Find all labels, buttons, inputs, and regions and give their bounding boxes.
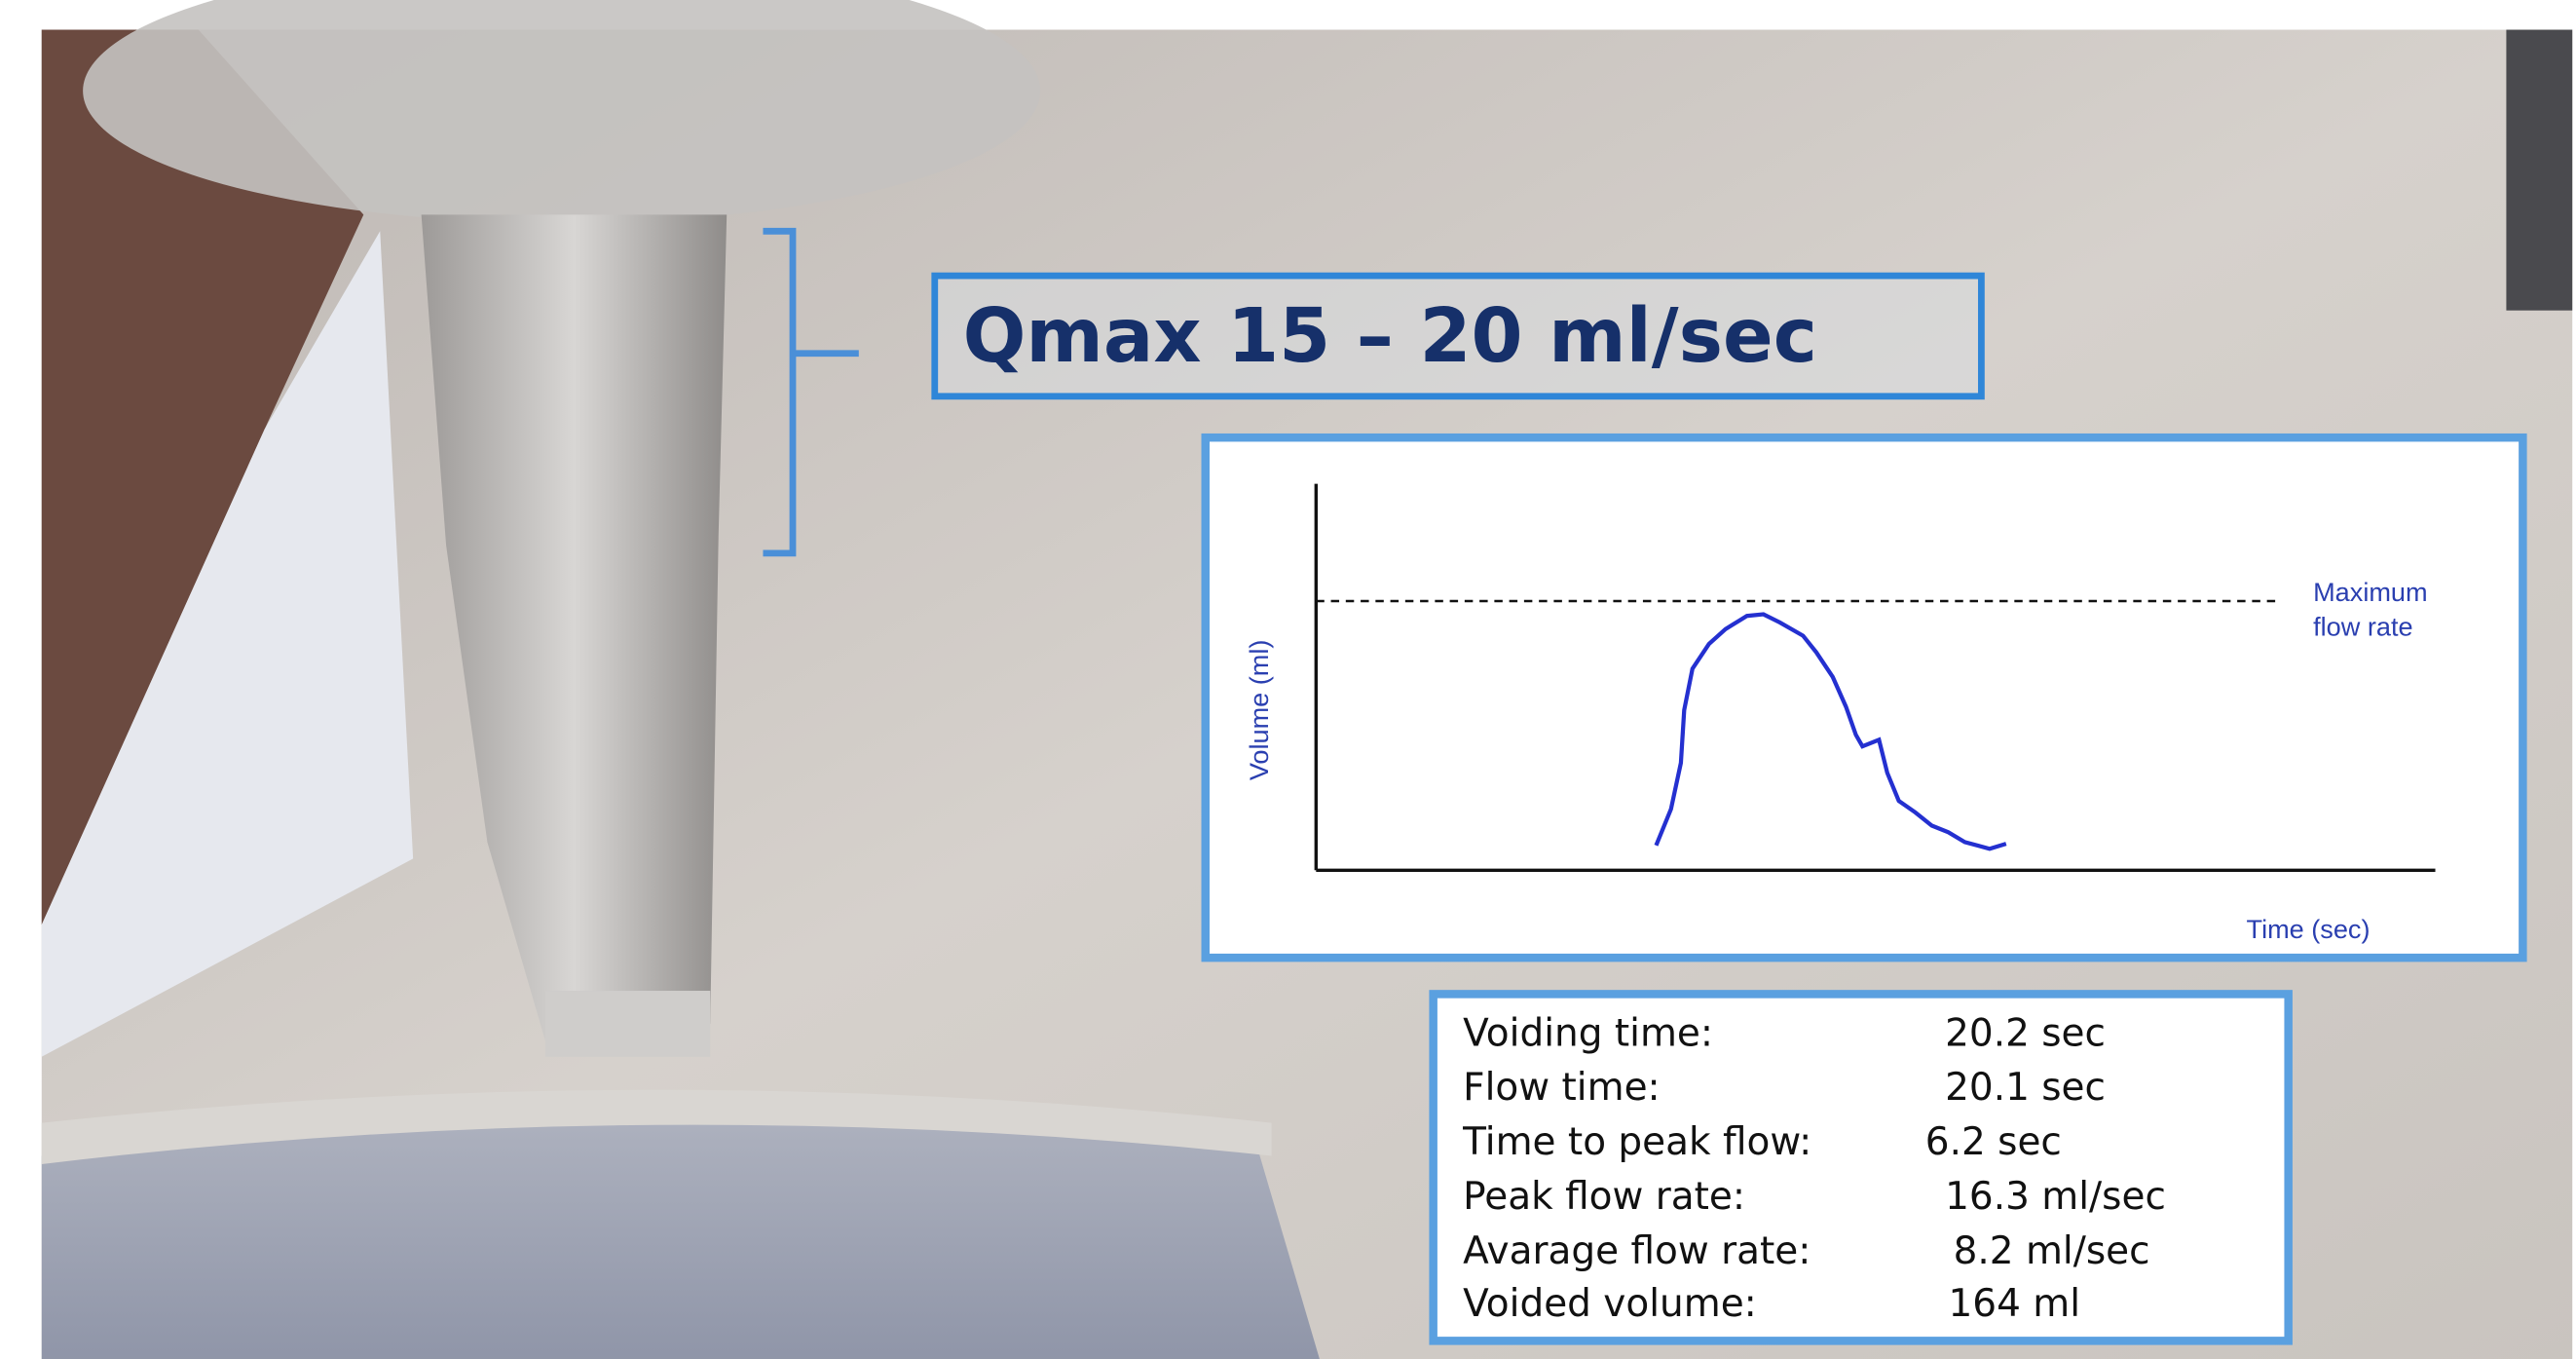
row-value: 6.2 sec [1925,1120,2062,1164]
row-value: 20.2 sec [1945,1011,2106,1055]
row-label: Voided volume: [1463,1282,1757,1326]
y-axis-label: Volume (ml) [1244,640,1274,781]
annotation: flow rate [2313,612,2412,642]
row-value: 16.3 ml/sec [1945,1175,2166,1219]
title: Qmax 15 – 20 ml/sec [963,292,1817,379]
annotation: Maximum [2313,577,2427,607]
row-value: 8.2 ml/sec [1954,1229,2150,1273]
row-value: 164 ml [1949,1282,2081,1326]
row-label: Peak flow rate: [1463,1175,1745,1219]
row-label: Avarage flow rate: [1463,1229,1811,1273]
row-label: Flow time: [1463,1066,1661,1110]
row-label: Voiding time: [1463,1011,1713,1055]
slide: Qmax 15 – 20 ml/sec Maximum flow rate Vo… [0,0,2576,1359]
results-table: Voiding time: 20.2 sec Flow time: 20.1 s… [1434,994,2289,1340]
graph: Maximum flow rate Volume (ml) Time (sec) [1206,437,2523,958]
x-axis-label: Time (sec) [2247,914,2371,944]
row-label: Time to peak flow: [1462,1120,1811,1164]
row-value: 20.1 sec [1945,1066,2106,1110]
graph-box [1206,437,2523,958]
